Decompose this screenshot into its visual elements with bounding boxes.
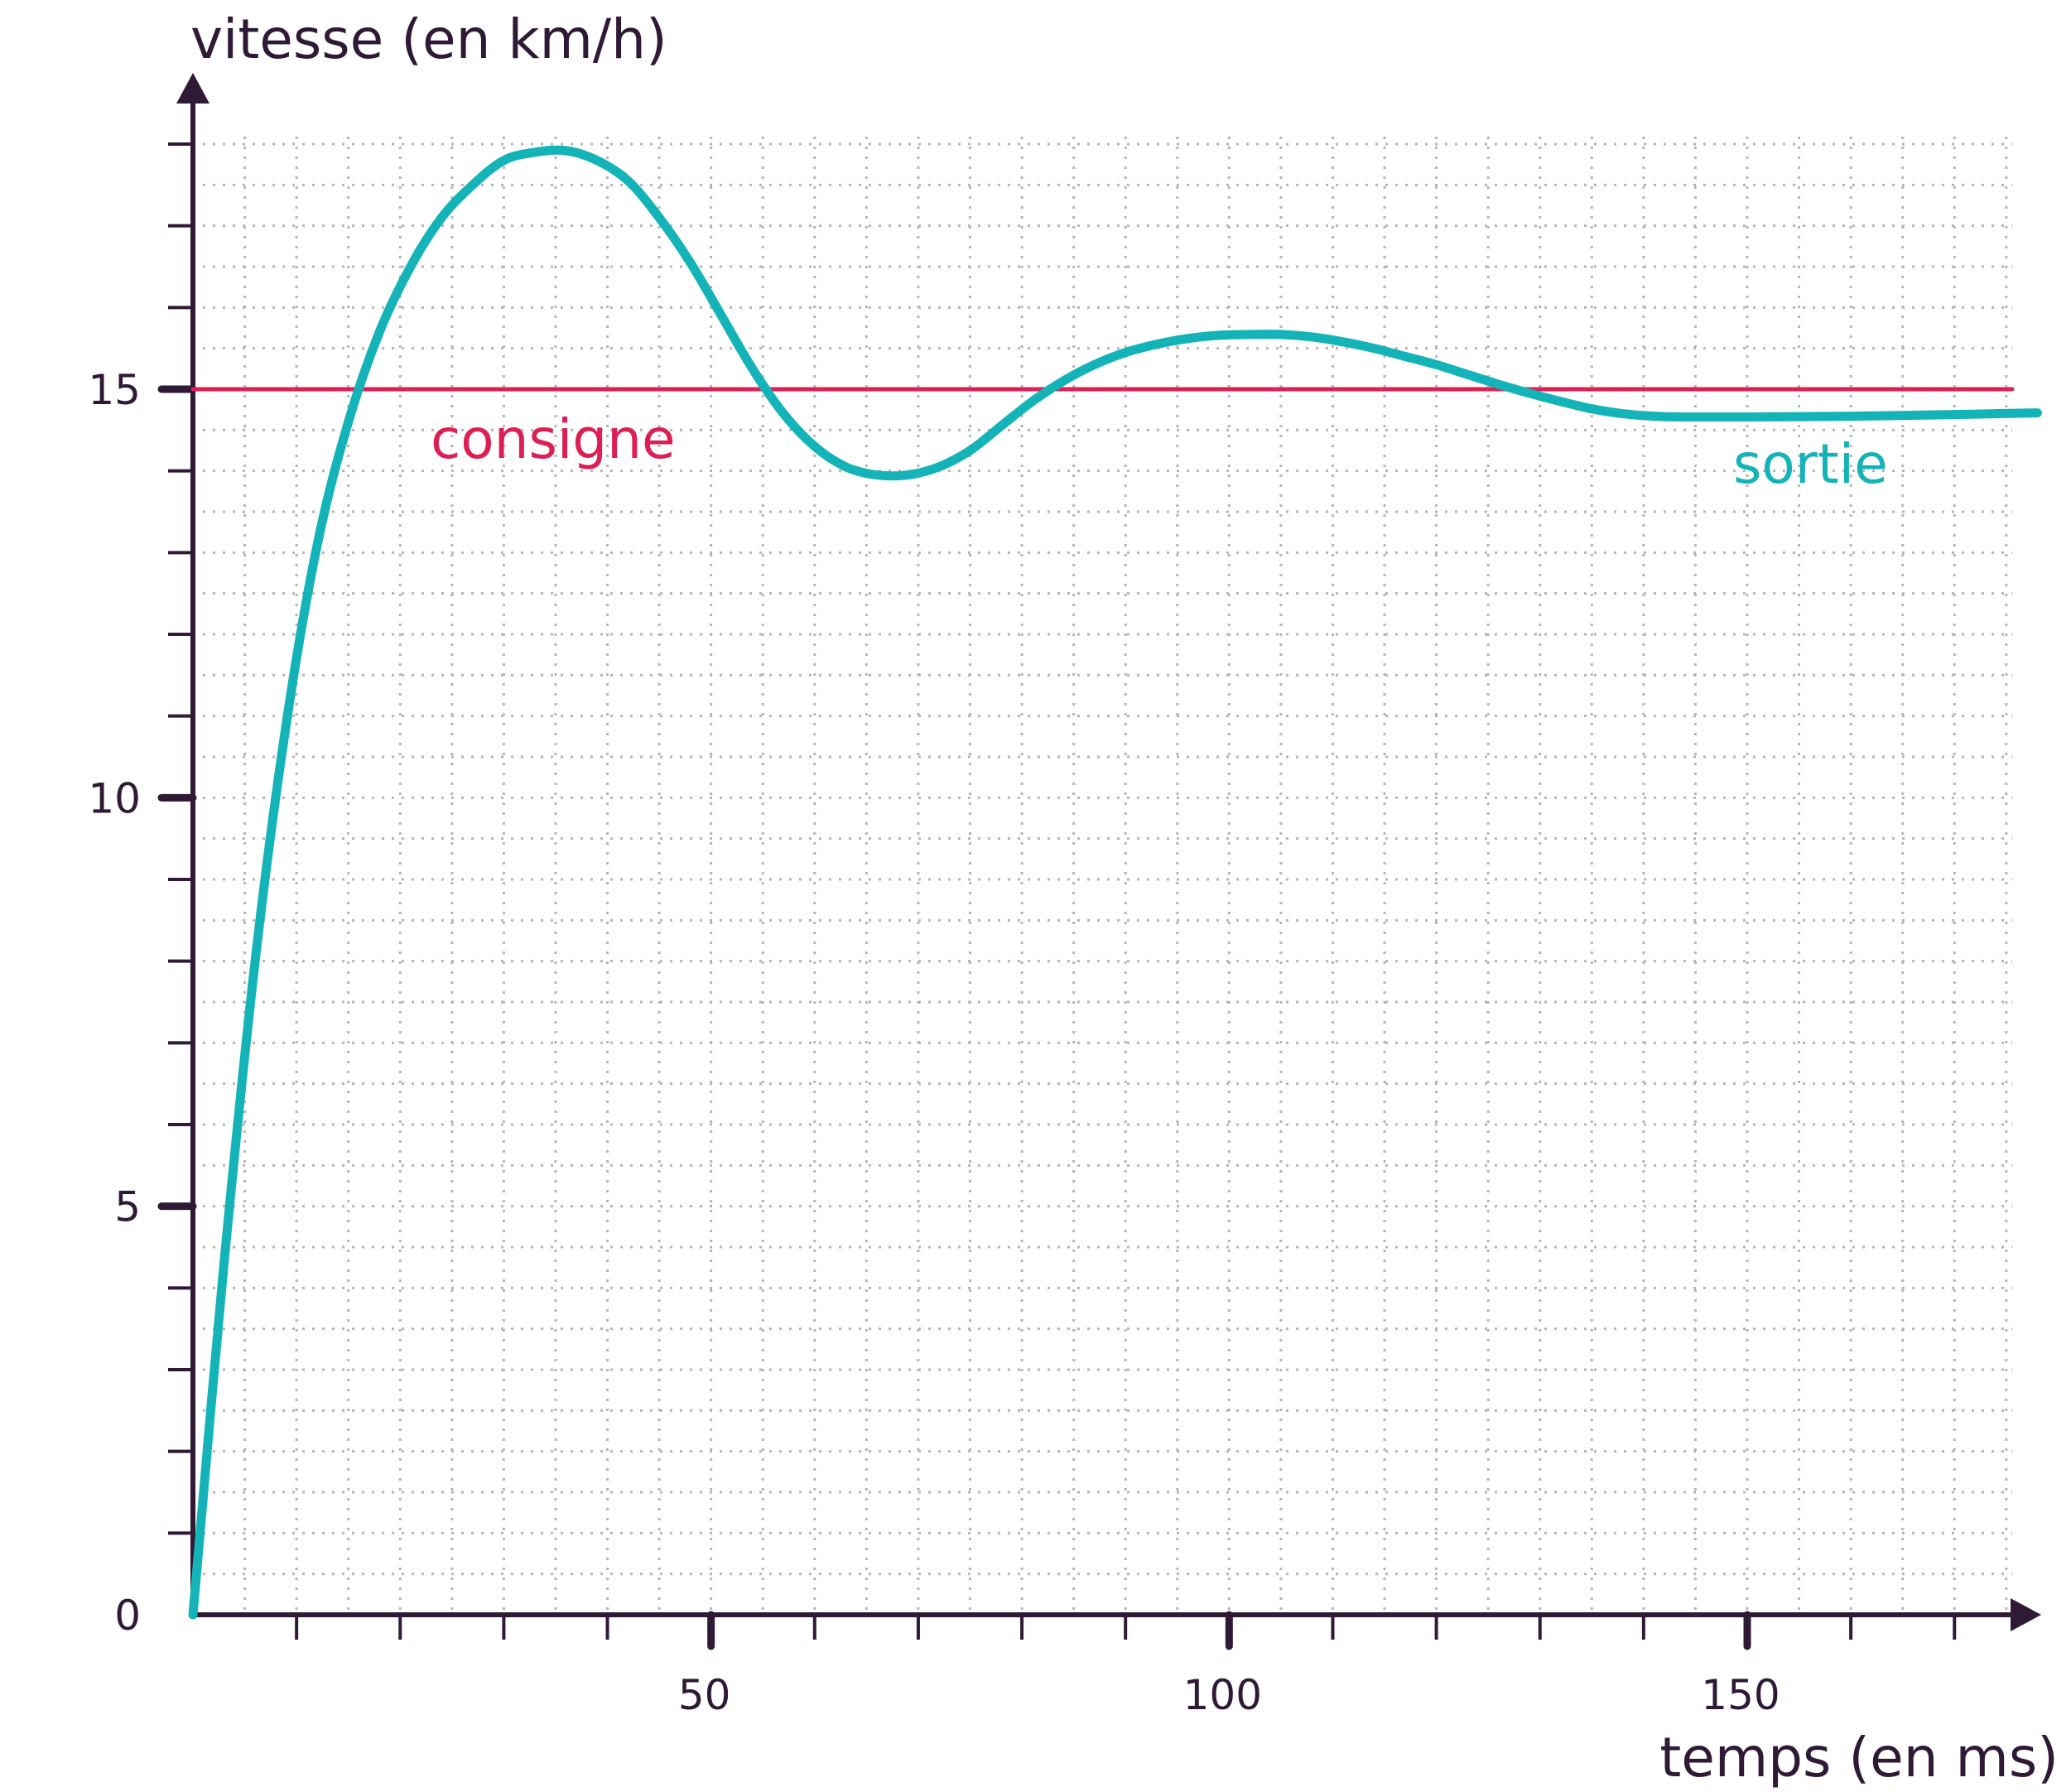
y-axis-arrow [176,73,210,104]
y-tick-label: 10 [88,774,141,822]
y-axis-title: vitesse (en km/h) [190,7,667,71]
labels: 0 5 10 15 50 100 150 [88,366,1780,1719]
axes [157,73,2041,1650]
y-tick-label: 0 [114,1592,141,1640]
y-tick-label: 5 [114,1183,141,1231]
x-axis-arrow [2011,1598,2041,1631]
y-tick-label: 15 [88,366,141,414]
x-tick-label: 50 [678,1671,731,1719]
x-axis-title: temps (en ms) [1659,1726,2059,1790]
series-label-sortie: sortie [1733,432,1888,496]
series-line-sortie [188,145,2042,1620]
x-tick-label: 150 [1701,1671,1780,1719]
x-tick-label: 100 [1183,1671,1262,1719]
series-layer [188,145,2042,1620]
series-label-consigne: consigne [431,407,676,471]
